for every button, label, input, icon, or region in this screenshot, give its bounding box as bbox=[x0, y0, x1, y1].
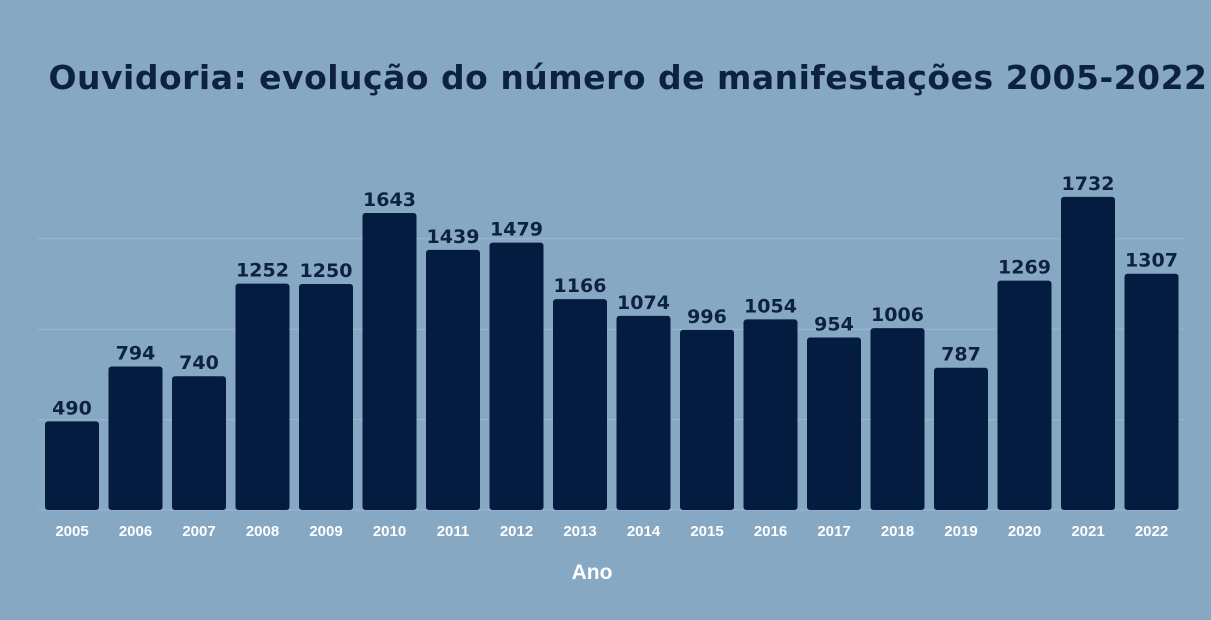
x-tick-label-2013: 2013 bbox=[563, 523, 596, 540]
bar-2022 bbox=[1124, 273, 1179, 510]
x-tick-label-2017: 2017 bbox=[817, 523, 850, 540]
x-tick-label-2020: 2020 bbox=[1008, 523, 1041, 540]
x-tick-label-2008: 2008 bbox=[246, 523, 279, 540]
bar-2009 bbox=[299, 284, 353, 510]
value-label-2017: 954 bbox=[814, 314, 854, 336]
value-label-2019: 787 bbox=[941, 344, 981, 366]
value-label-2018: 1006 bbox=[871, 304, 924, 326]
bar-2013 bbox=[553, 299, 607, 510]
x-tick-label-2005: 2005 bbox=[55, 523, 88, 540]
bar-2011 bbox=[426, 249, 480, 510]
value-label-2016: 1054 bbox=[744, 295, 797, 317]
bar-2016 bbox=[743, 319, 798, 510]
x-tick-label-2007: 2007 bbox=[182, 523, 215, 540]
bar-2010 bbox=[362, 212, 417, 510]
value-label-2022: 1307 bbox=[1125, 250, 1178, 272]
x-tick-label-2022: 2022 bbox=[1135, 523, 1168, 540]
value-label-2005: 490 bbox=[52, 397, 92, 419]
value-label-2012: 1479 bbox=[490, 219, 543, 241]
bars bbox=[45, 196, 1179, 510]
value-label-2020: 1269 bbox=[998, 257, 1051, 279]
value-label-2013: 1166 bbox=[554, 275, 607, 297]
bar-2019 bbox=[934, 367, 988, 510]
value-label-2021: 1732 bbox=[1062, 173, 1115, 195]
x-axis-label: Ano bbox=[572, 561, 613, 584]
chart-title: Ouvidoria: evolução do número de manifes… bbox=[48, 58, 1208, 97]
x-tick-label-2012: 2012 bbox=[500, 523, 533, 540]
value-label-2014: 1074 bbox=[617, 292, 670, 314]
bar-2008 bbox=[235, 283, 290, 510]
bar-2017 bbox=[807, 337, 861, 510]
x-tick-label-2021: 2021 bbox=[1071, 523, 1104, 540]
x-tick-label-2014: 2014 bbox=[627, 523, 661, 540]
x-tick-label-2015: 2015 bbox=[690, 523, 723, 540]
x-tick-labels: 2005 2006 2007 2008 2009 2010 2011 2012 2013 2014… bbox=[55, 523, 1168, 540]
bar-2005 bbox=[45, 421, 99, 510]
x-tick-label-2016: 2016 bbox=[754, 523, 787, 540]
bar-2012 bbox=[489, 242, 544, 510]
bar-2021 bbox=[1061, 196, 1115, 510]
value-label-2015: 996 bbox=[687, 306, 727, 328]
value-label-2009: 1250 bbox=[300, 260, 353, 282]
x-tick-label-2018: 2018 bbox=[881, 523, 914, 540]
x-tick-label-2011: 2011 bbox=[437, 523, 470, 540]
bar-2018 bbox=[870, 328, 925, 510]
value-labels: 490 794 740 1252 1250 1643 1439 1479 1166 1074 996… bbox=[52, 173, 1178, 420]
value-label-2010: 1643 bbox=[363, 189, 416, 211]
value-label-2007: 740 bbox=[179, 352, 219, 374]
gridlines bbox=[38, 238, 1185, 511]
bar-2014 bbox=[616, 315, 671, 510]
bar-2006 bbox=[108, 366, 163, 510]
value-label-2011: 1439 bbox=[427, 226, 480, 248]
bar-2015 bbox=[680, 329, 734, 510]
bar-2007 bbox=[172, 376, 226, 510]
x-tick-label-2019: 2019 bbox=[944, 523, 977, 540]
x-tick-label-2010: 2010 bbox=[373, 523, 406, 540]
x-tick-label-2006: 2006 bbox=[119, 523, 152, 540]
bar-2020 bbox=[997, 280, 1052, 510]
x-tick-label-2009: 2009 bbox=[309, 523, 342, 540]
value-label-2008: 1252 bbox=[236, 260, 289, 282]
value-label-2006: 794 bbox=[116, 342, 156, 364]
